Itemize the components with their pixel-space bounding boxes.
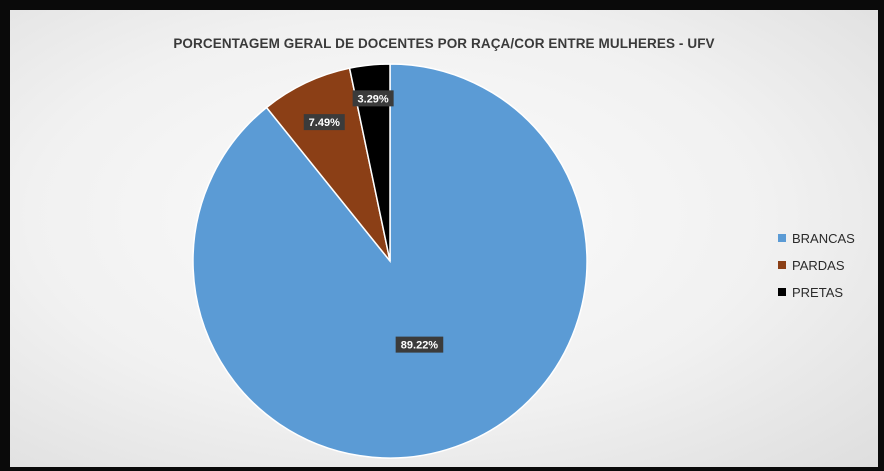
data-label-box	[395, 336, 444, 353]
legend-item-pretas: PRETAS	[778, 280, 855, 304]
legend-swatch	[778, 234, 786, 242]
data-label-box	[303, 114, 345, 131]
data-label-text: 3.29%	[358, 93, 389, 105]
pie-chart: 89.22% 7.49% 3.29%	[192, 63, 588, 459]
data-label-pardas: 7.49%	[303, 114, 345, 131]
legend-swatch	[778, 288, 786, 296]
legend: BRANCAS PARDAS PRETAS	[778, 226, 855, 307]
data-label-text: 89.22%	[401, 340, 439, 352]
legend-label: PRETAS	[792, 284, 844, 300]
data-label-text: 7.49%	[309, 117, 340, 129]
data-label-pretas: 3.29%	[352, 90, 394, 107]
pie-slice-pretas	[348, 63, 391, 262]
chart-title: PORCENTAGEM GERAL DE DOCENTES POR RAÇA/C…	[173, 36, 715, 51]
legend-swatch	[778, 261, 786, 269]
legend-label: PARDAS	[792, 257, 845, 273]
data-label-box	[352, 90, 394, 107]
legend-label: BRANCAS	[792, 230, 855, 246]
data-label-brancas: 89.22%	[395, 336, 444, 353]
legend-item-pardas: PARDAS	[778, 253, 855, 277]
legend-item-brancas: BRANCAS	[778, 226, 855, 250]
